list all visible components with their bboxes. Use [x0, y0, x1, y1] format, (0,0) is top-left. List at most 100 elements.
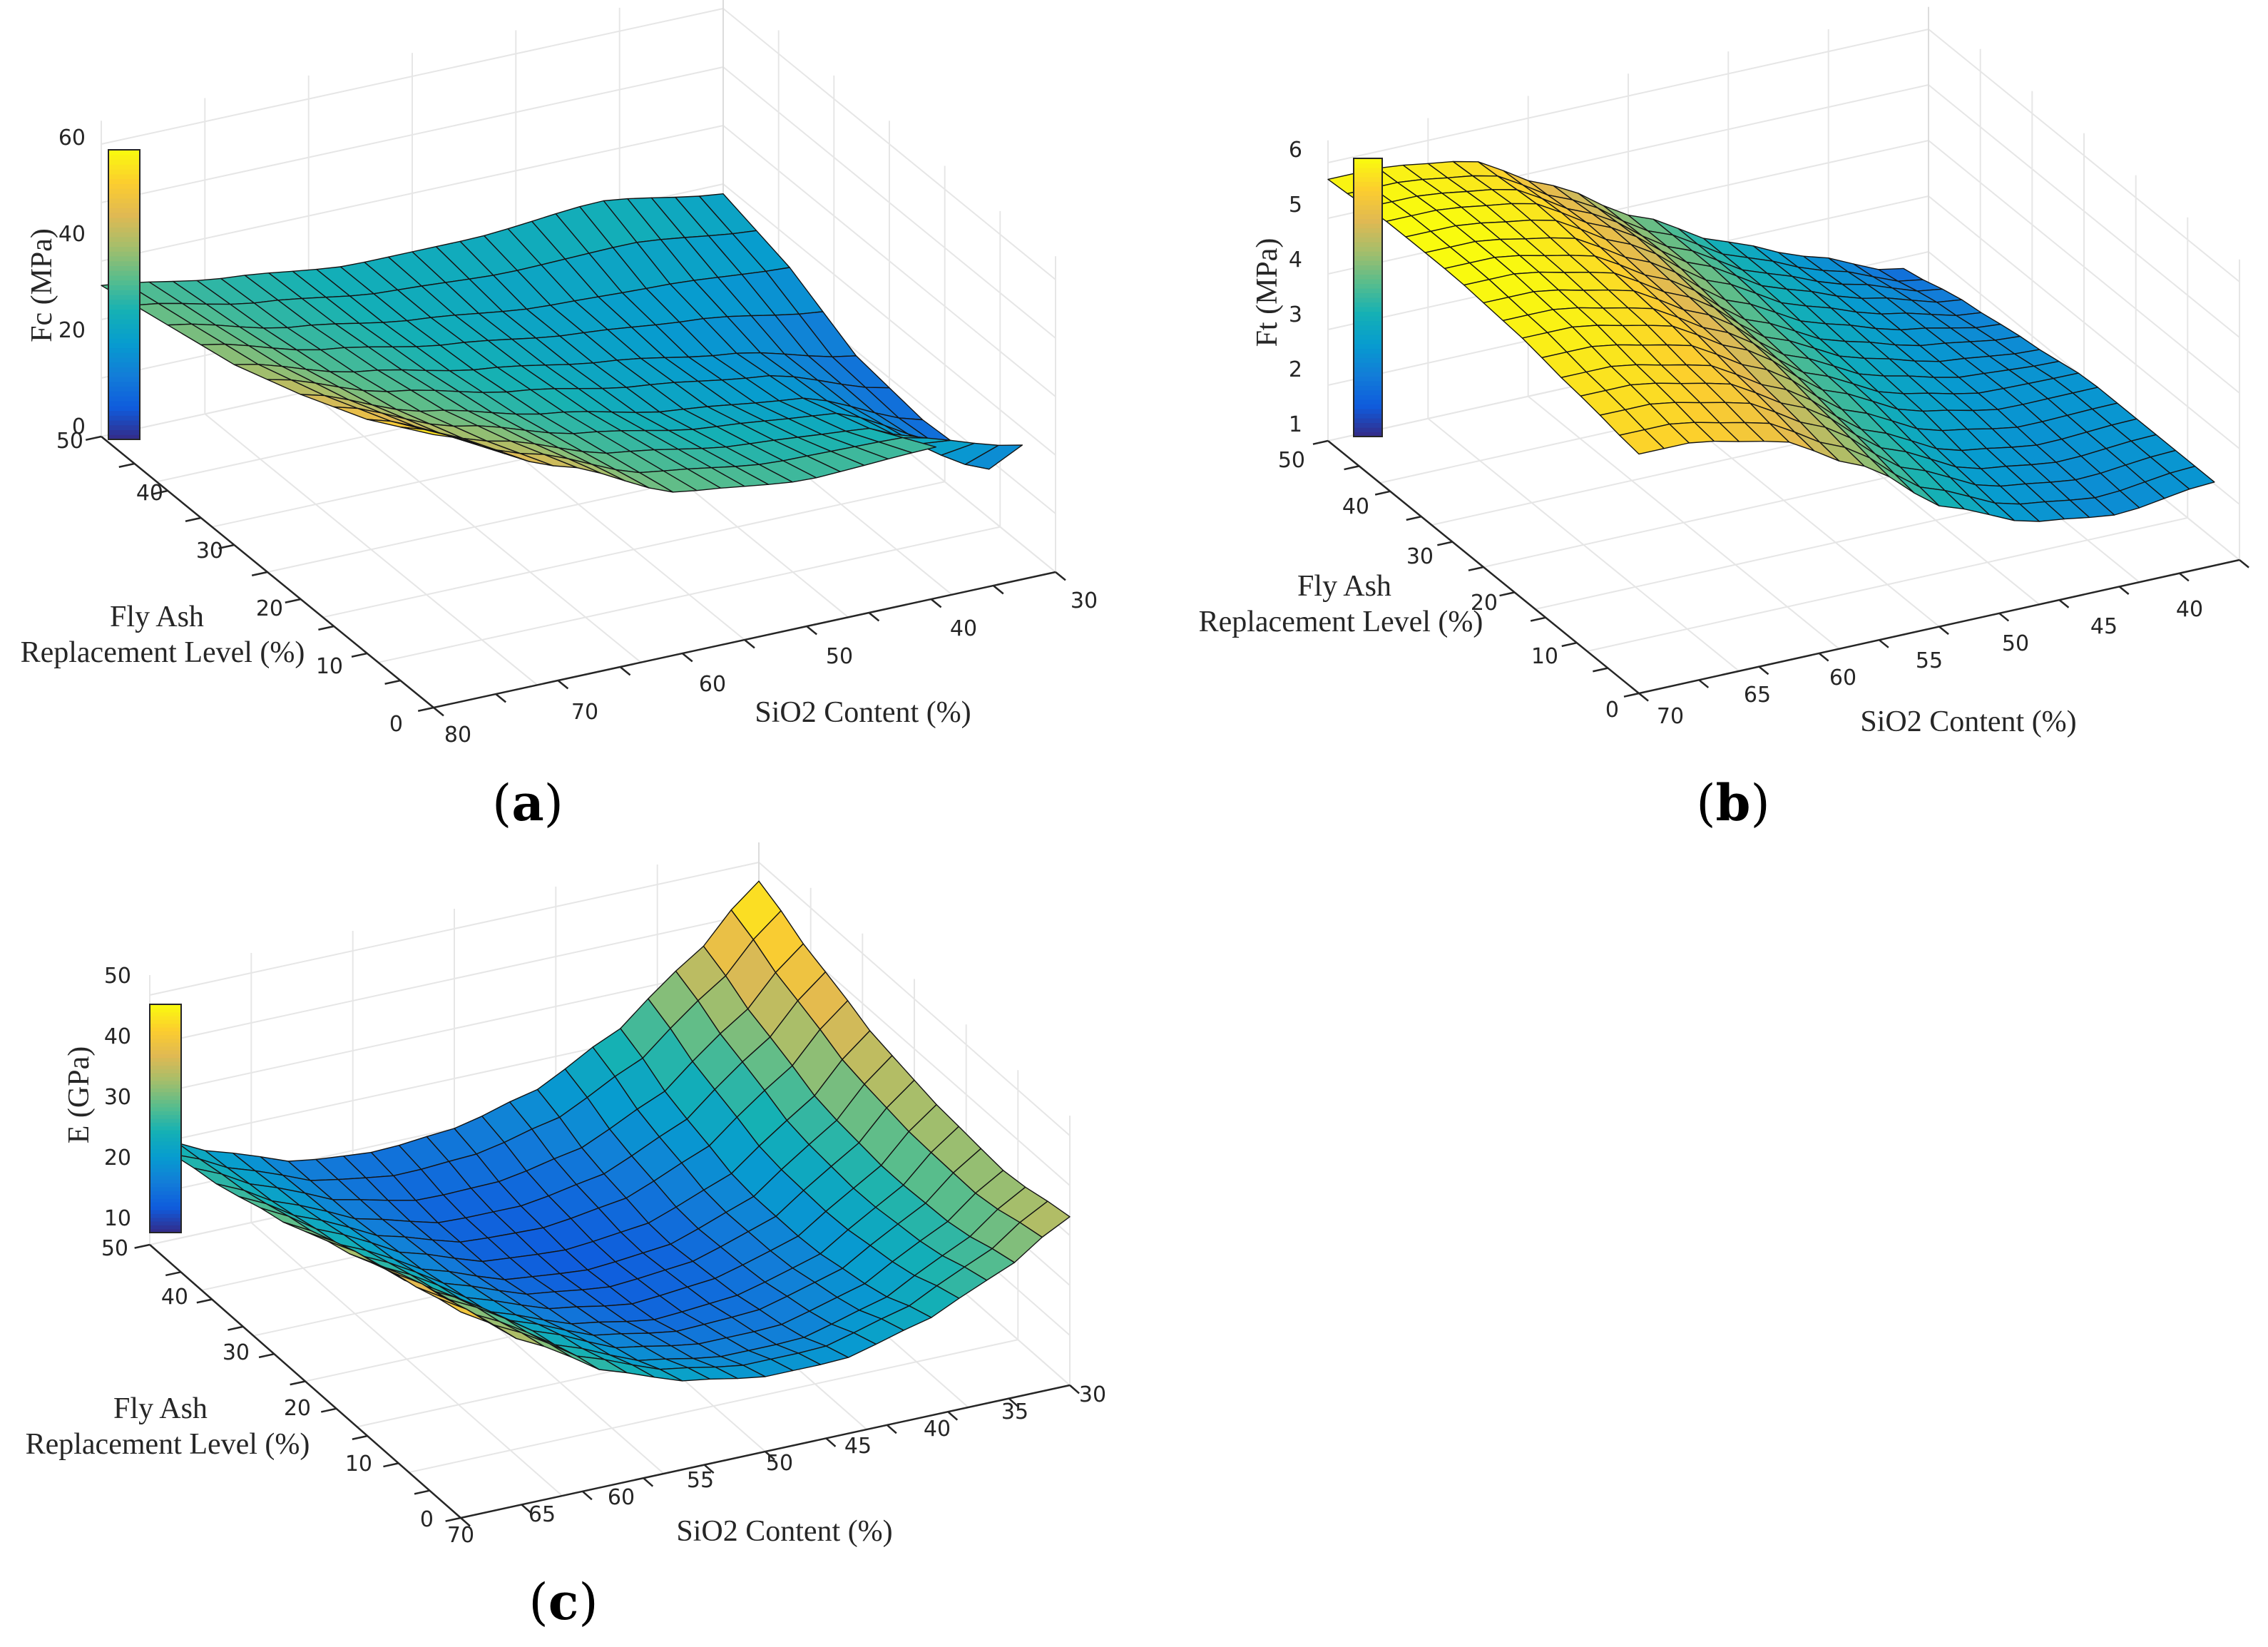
colorbar-segment — [1354, 404, 1382, 409]
colorbar-segment — [150, 1065, 181, 1070]
colorbar-segment — [1354, 422, 1382, 428]
colorbar-segment — [108, 381, 140, 387]
colorbar-segment — [108, 150, 140, 155]
colorbar-segment — [150, 1046, 181, 1051]
colorbar-segment — [150, 1057, 181, 1062]
colorbar-segment — [108, 415, 140, 421]
colorbar-segment — [108, 309, 140, 315]
x-tick-mark — [1055, 571, 1066, 581]
colorbar-segment — [150, 1141, 181, 1146]
x-axis-label: SiO2 Content (%) — [755, 696, 971, 729]
x-tick-mark — [682, 653, 693, 663]
colorbar-segment — [108, 241, 140, 247]
colorbar-segment — [150, 1171, 181, 1176]
colorbar-segment — [108, 337, 140, 344]
colorbar-segment — [1354, 409, 1382, 414]
colorbar-segment — [1354, 205, 1382, 210]
x-tick-mark — [825, 1437, 837, 1447]
colorbar-segment — [1354, 297, 1382, 303]
x-tick: 70 — [1657, 704, 1684, 729]
colorbar-segment — [1354, 367, 1382, 372]
x-tick-mark — [1698, 679, 1710, 688]
y-tick-mark — [384, 679, 401, 685]
colorbar-segment — [1354, 357, 1382, 363]
colorbar-segment — [150, 1031, 181, 1036]
colorbar-segment — [150, 1023, 181, 1028]
colorbar-segment — [108, 255, 140, 262]
colorbar-segment — [1354, 320, 1382, 326]
colorbar-segment — [1354, 344, 1382, 350]
colorbar-segment — [1354, 325, 1382, 331]
colorbar-segment — [108, 275, 140, 281]
colorbar-segment — [150, 1153, 181, 1157]
y-tick-mark — [134, 1243, 150, 1249]
x-tick-mark — [460, 1517, 471, 1527]
colorbar-segment — [108, 405, 140, 411]
colorbar-segment — [150, 1194, 181, 1199]
colorbar-segment — [108, 400, 140, 407]
x-tick: 30 — [1079, 1382, 1106, 1407]
colorbar-segment — [150, 1004, 181, 1009]
colorbar-segment — [1354, 427, 1382, 433]
y-tick-mark — [320, 1407, 337, 1413]
colorbar-segment — [108, 386, 140, 392]
colorbar-segment — [1354, 195, 1382, 201]
panel-label-c: (c) — [528, 1572, 598, 1631]
y-tick: 0 — [389, 712, 403, 737]
y-tick-mark — [414, 1489, 430, 1495]
x-tick-mark — [2179, 572, 2190, 582]
x-tick-mark — [947, 1411, 959, 1421]
panel-a-colorbar — [108, 149, 141, 440]
colorbar-segment — [108, 169, 140, 175]
x-tick: 40 — [924, 1417, 951, 1442]
surface-patch — [1619, 429, 1665, 455]
colorbar-segment — [1354, 288, 1382, 294]
y-tick-mark — [165, 1271, 181, 1277]
colorbar-segment — [108, 164, 140, 170]
colorbar-segment — [150, 1008, 181, 1013]
colorbar-segment — [150, 1091, 181, 1096]
colorbar-segment — [108, 208, 140, 213]
x-tick-mark — [744, 639, 755, 649]
x-tick-mark — [1938, 626, 1949, 636]
x-tick-mark — [930, 598, 942, 608]
colorbar-segment — [150, 1039, 181, 1043]
z-axis-label: Ft (MPa) — [1251, 238, 1284, 347]
colorbar-segment — [150, 1016, 181, 1020]
colorbar-segment — [1354, 172, 1382, 178]
y-tick: 10 — [316, 654, 343, 679]
y-tick-mark — [1530, 616, 1546, 622]
panel-a: 0 20 40 60 Fc (MPa) 0 10 20 30 40 50 30 … — [21, 0, 1098, 832]
colorbar-segment — [1354, 168, 1382, 173]
colorbar-segment — [150, 1148, 181, 1153]
y-tick-mark — [258, 1352, 275, 1359]
y-tick-mark — [196, 1298, 213, 1304]
y-tick-mark — [1561, 641, 1578, 648]
colorbar-segment — [1354, 270, 1382, 275]
colorbar-segment — [150, 1076, 181, 1081]
z-axis-label: Fc (MPa) — [26, 228, 58, 342]
colorbar-segment — [150, 1156, 181, 1161]
colorbar-segment — [150, 1133, 181, 1138]
colorbar-segment — [1354, 242, 1382, 248]
colorbar-segment — [1354, 390, 1382, 396]
colorbar-segment — [1354, 353, 1382, 359]
colorbar-segment — [1354, 330, 1382, 335]
colorbar-segment — [108, 424, 140, 431]
x-tick-mark — [2239, 559, 2249, 568]
colorbar-segment — [1354, 186, 1382, 192]
colorbar-segment — [1354, 279, 1382, 285]
x-tick-mark — [557, 680, 569, 690]
colorbar-segment — [108, 280, 140, 286]
colorbar-segment — [150, 1084, 181, 1088]
colorbar-segment — [108, 212, 140, 218]
y-tick: 0 — [420, 1507, 434, 1532]
colorbar-segment — [1354, 307, 1382, 312]
colorbar-segment — [1354, 255, 1382, 261]
colorbar-segment — [108, 246, 140, 252]
colorbar-segment — [150, 1198, 181, 1203]
x-tick: 70 — [447, 1523, 474, 1548]
colorbar-segment — [1354, 348, 1382, 354]
colorbar-segment — [108, 203, 140, 208]
colorbar-segment — [108, 178, 140, 184]
